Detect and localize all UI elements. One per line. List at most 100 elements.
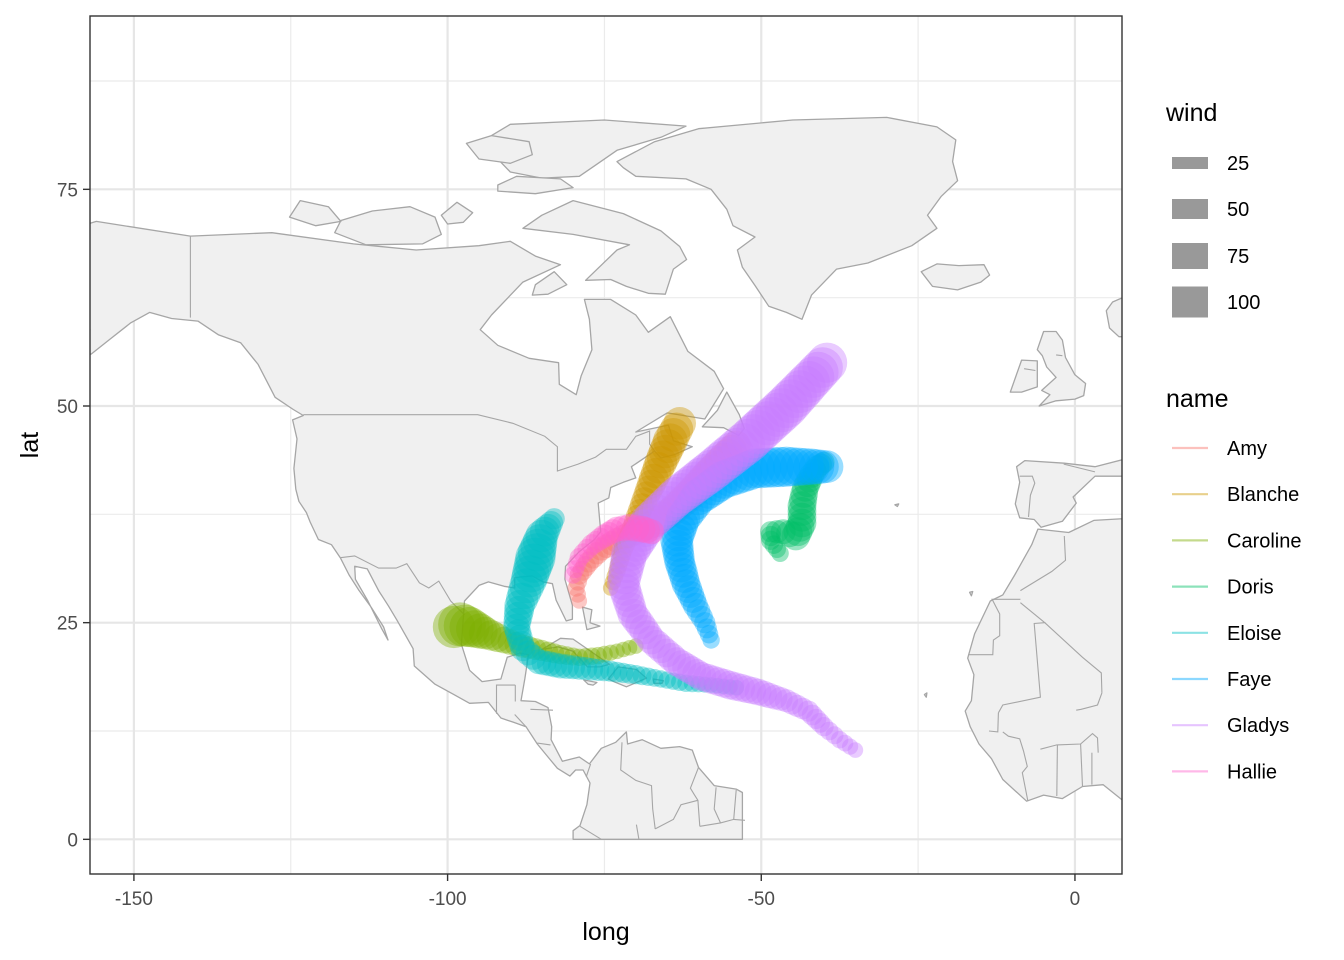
storm-point [766, 446, 807, 487]
storm-point [543, 508, 565, 530]
storm-point [695, 445, 738, 488]
storm-point [717, 434, 747, 464]
storm-point [810, 450, 844, 484]
storm-point [722, 679, 738, 695]
storm-point [629, 614, 659, 645]
storm-point [831, 731, 849, 749]
storm-point [632, 666, 652, 686]
storm-point [663, 541, 695, 573]
wind-legend-label: 75 [1227, 246, 1249, 268]
border-scotland [1056, 354, 1063, 357]
land-europe [1105, 297, 1122, 338]
storm-point [704, 446, 736, 478]
storm-point [781, 521, 811, 551]
storm-point [796, 466, 823, 493]
storm-point [704, 667, 733, 696]
storm-point [600, 519, 625, 544]
storm-point [623, 510, 647, 533]
storm-point [785, 512, 815, 542]
border-venezuela-guyana [689, 767, 701, 827]
storm-point [788, 361, 830, 403]
name-legend-title: name [1166, 385, 1229, 413]
storm-point [567, 656, 592, 680]
storm-point [814, 717, 834, 737]
storm-point [574, 657, 598, 681]
storm-point [611, 579, 643, 612]
storm-point [526, 649, 552, 675]
storm-point [709, 677, 726, 694]
storm-point [645, 669, 664, 687]
storm-point [456, 610, 494, 648]
storm-point [676, 484, 713, 521]
land-greenland [616, 116, 959, 320]
storm-point [734, 448, 776, 489]
storm-point [805, 449, 839, 484]
storm-point [637, 625, 666, 655]
storm-point [652, 638, 681, 668]
storm-point [704, 460, 743, 499]
border-western-sahara [968, 598, 1021, 656]
storm-point [774, 689, 799, 713]
storm-point [617, 598, 648, 630]
land-axel-heiberg-island [465, 134, 533, 164]
storm-point [661, 518, 695, 552]
storm-point [513, 549, 552, 588]
x-tick-label: 0 [1070, 889, 1081, 910]
storm-point [708, 442, 739, 474]
storm-point [700, 450, 732, 483]
storm-point [578, 551, 600, 573]
storm-point [745, 401, 790, 446]
border-guyana-suriname [713, 787, 722, 824]
y-tick-label: 0 [67, 830, 78, 851]
y-tick-label: 50 [57, 397, 78, 418]
storm-point [569, 565, 589, 585]
land-banks-island [288, 199, 342, 227]
storm-point [522, 524, 558, 559]
storm-point [721, 430, 751, 460]
name-legend-label: Caroline [1227, 530, 1301, 552]
storm-point [619, 522, 641, 544]
storm-point [671, 569, 701, 599]
storm-point [625, 609, 656, 640]
storm-point [819, 721, 839, 741]
name-legend-label: Faye [1227, 669, 1271, 691]
border-central-america-2 [514, 714, 527, 728]
storm-point [694, 612, 716, 634]
storm-point [504, 595, 534, 626]
wind-legend: wind 25 50 75 100 [1165, 99, 1260, 318]
storm-point [619, 663, 640, 684]
storm-point [554, 654, 580, 679]
storm-point [610, 524, 637, 551]
storm-point [728, 679, 744, 696]
storm-point [691, 459, 725, 492]
storm-point [753, 447, 794, 488]
storm-point [625, 504, 650, 529]
storm-point [613, 539, 633, 559]
storm-point [622, 518, 650, 546]
storm-point [581, 534, 603, 556]
storm-point [571, 593, 588, 609]
storm-point [666, 552, 697, 583]
storm-point [585, 542, 609, 565]
storm-point [544, 643, 565, 664]
storm-point [700, 441, 744, 484]
series-amy [567, 430, 751, 609]
storm-point [638, 463, 669, 494]
storm-point [609, 643, 625, 660]
storm-point [623, 514, 661, 552]
x-tick-label: -100 [429, 889, 467, 910]
storm-point [662, 490, 694, 522]
storm-point [699, 624, 719, 644]
storm-point [622, 516, 644, 538]
border-us-mexico [340, 555, 465, 616]
storm-point [664, 507, 699, 542]
storm-point [657, 642, 686, 672]
storm-point [694, 467, 733, 506]
storm-point [702, 631, 720, 649]
storm-point [517, 636, 541, 659]
storm-point [599, 531, 624, 556]
x-axis-title: long [582, 918, 629, 946]
storm-point [690, 676, 707, 693]
storm-point [628, 515, 656, 543]
storm-point [593, 659, 616, 682]
